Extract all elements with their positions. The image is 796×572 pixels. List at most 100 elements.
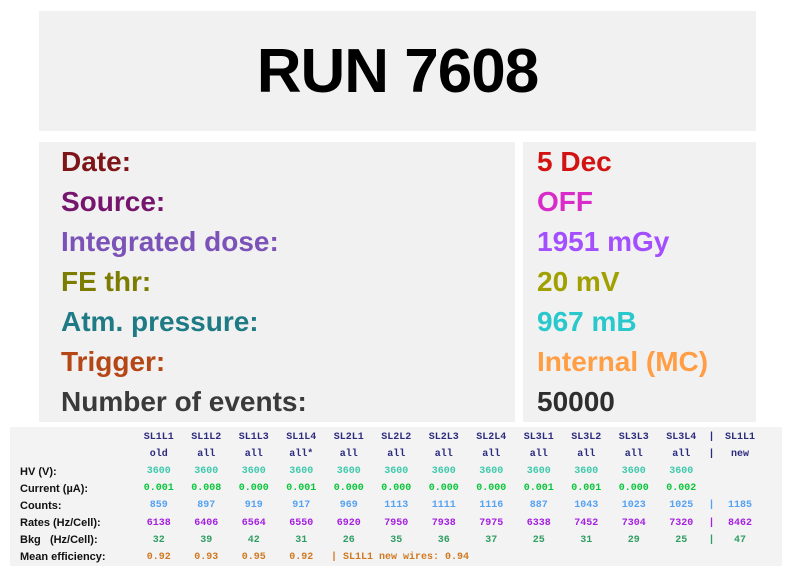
info-value: 967 mB bbox=[537, 306, 637, 337]
table-cell: 6920 bbox=[336, 517, 361, 529]
info-label: FE thr: bbox=[61, 266, 152, 297]
table-cell: 0.002 bbox=[666, 483, 697, 495]
table-cell: SL3L4 bbox=[666, 432, 697, 444]
table-cell: 0.001 bbox=[523, 483, 554, 495]
table-cell: 3600 bbox=[336, 466, 361, 478]
table-cell: 3600 bbox=[194, 466, 219, 478]
info-value: OFF bbox=[537, 186, 593, 217]
table-cell: 3600 bbox=[621, 466, 646, 478]
info-labels-panel: Date: Source: Integrated dose: FE thr: A… bbox=[39, 142, 515, 422]
table-cell: SL1L1 bbox=[143, 432, 174, 444]
table-cell: 7950 bbox=[384, 517, 409, 529]
table-row-mean-efficiency: Mean efficiency: 0.92 0.93 0.95 0.92 | SL1L1 … bbox=[10, 549, 782, 566]
table-cell: old bbox=[149, 449, 168, 461]
info-label: Date: bbox=[61, 146, 132, 177]
table-row-bkg: Bkg (Hz/Cell): 32 39 42 31 26 35 36 37 25 31 29 25 | 4… bbox=[10, 532, 782, 549]
info-value-atm-pressure: 967 mB bbox=[523, 302, 756, 342]
table-cell: 6338 bbox=[526, 517, 551, 529]
table-cell: 0.93 bbox=[194, 551, 219, 563]
table-cell: 1116 bbox=[479, 500, 504, 512]
table-row-current: Current (µA): 0.001 0.008 0.000 0.001 0.000 0.… bbox=[10, 480, 782, 497]
table-cell: 3600 bbox=[526, 466, 551, 478]
table-cell: 6550 bbox=[289, 517, 314, 529]
table-cell: 31 bbox=[295, 534, 308, 546]
table-cell: 35 bbox=[390, 534, 403, 546]
table-cell: 0.92 bbox=[289, 551, 314, 563]
column-separator: | bbox=[708, 517, 715, 529]
info-value-source: OFF bbox=[523, 182, 756, 222]
table-header-row-layers: SL1L1 SL1L2 SL1L3 SL1L4 SL2L1 SL2L2 SL2L3 SL2L4… bbox=[10, 429, 782, 446]
table-cell: all bbox=[577, 449, 596, 461]
table-cell: 7320 bbox=[669, 517, 694, 529]
table-cell: all bbox=[529, 449, 548, 461]
table-cell: SL3L3 bbox=[618, 432, 649, 444]
table-cell: 3600 bbox=[479, 466, 504, 478]
table-cell: 0.000 bbox=[381, 483, 412, 495]
table-cell: 0.000 bbox=[618, 483, 649, 495]
table-cell: all bbox=[339, 449, 358, 461]
info-value: 20 mV bbox=[537, 266, 620, 297]
table-cell: 25 bbox=[532, 534, 545, 546]
table-cell: 6564 bbox=[241, 517, 266, 529]
table-cell: 1043 bbox=[574, 500, 599, 512]
table-cell: SL2L2 bbox=[381, 432, 412, 444]
table-cell: 0.92 bbox=[146, 551, 171, 563]
info-label: Integrated dose: bbox=[61, 226, 279, 257]
column-separator: | bbox=[708, 449, 715, 461]
table-cell: all bbox=[482, 449, 501, 461]
row-label: Bkg (Hz/Cell): bbox=[20, 534, 98, 547]
table-cell: 1023 bbox=[621, 500, 646, 512]
table-cell: 42 bbox=[247, 534, 260, 546]
table-cell: all* bbox=[289, 449, 314, 461]
row-label: HV (V): bbox=[20, 465, 57, 478]
info-label-source: Source: bbox=[39, 182, 515, 222]
info-value: 1951 mGy bbox=[537, 226, 670, 257]
table-cell: all bbox=[244, 449, 263, 461]
table-cell: SL2L1 bbox=[333, 432, 364, 444]
table-cell: 7452 bbox=[574, 517, 599, 529]
extra-column-cell: 1185 bbox=[727, 500, 752, 512]
table-header-row-wires: old all all all* all all all all all all all all | ne… bbox=[10, 446, 782, 463]
table-cell: 3600 bbox=[241, 466, 266, 478]
table-cell: 0.000 bbox=[428, 483, 459, 495]
info-label: Atm. pressure: bbox=[61, 306, 259, 337]
run-title-panel: RUN 7608 bbox=[39, 11, 756, 131]
table-cell: 3600 bbox=[289, 466, 314, 478]
table-cell: 1025 bbox=[669, 500, 694, 512]
extra-column-cell: SL1L1 bbox=[724, 432, 755, 444]
table-cell: 37 bbox=[485, 534, 498, 546]
table-cell: 917 bbox=[292, 500, 311, 512]
table-cell: all bbox=[624, 449, 643, 461]
column-separator: | bbox=[708, 534, 715, 546]
table-cell: SL3L1 bbox=[523, 432, 554, 444]
table-cell: SL3L2 bbox=[571, 432, 602, 444]
info-value-integrated-dose: 1951 mGy bbox=[523, 222, 756, 262]
table-cell: 6406 bbox=[194, 517, 219, 529]
table-cell: 25 bbox=[675, 534, 688, 546]
table-cell: all bbox=[672, 449, 691, 461]
table-cell: all bbox=[434, 449, 453, 461]
extra-column-cell: 47 bbox=[733, 534, 746, 546]
table-cell: 3600 bbox=[384, 466, 409, 478]
info-value-date: 5 Dec bbox=[523, 142, 756, 182]
table-cell: 0.000 bbox=[333, 483, 364, 495]
table-cell: 31 bbox=[580, 534, 593, 546]
table-cell: SL2L3 bbox=[428, 432, 459, 444]
table-cell: 36 bbox=[437, 534, 450, 546]
info-value-trigger: Internal (MC) bbox=[523, 342, 756, 382]
table-cell: 3600 bbox=[146, 466, 171, 478]
row-tail-note: | SL1L1 new wires: 0.94 bbox=[331, 551, 470, 563]
table-cell: 969 bbox=[339, 500, 358, 512]
table-cell: all bbox=[387, 449, 406, 461]
info-label: Number of events: bbox=[61, 386, 307, 417]
table-cell: 0.000 bbox=[238, 483, 269, 495]
info-value: Internal (MC) bbox=[537, 346, 709, 377]
table-cell: 0.001 bbox=[143, 483, 174, 495]
row-label: Rates (Hz/Cell): bbox=[20, 517, 101, 530]
info-value-fe-thr: 20 mV bbox=[523, 262, 756, 302]
run-title: RUN 7608 bbox=[256, 36, 539, 106]
info-label-fe-thr: FE thr: bbox=[39, 262, 515, 302]
table-cell: SL1L3 bbox=[238, 432, 269, 444]
table-cell: 7938 bbox=[431, 517, 456, 529]
table-cell: 6138 bbox=[146, 517, 171, 529]
